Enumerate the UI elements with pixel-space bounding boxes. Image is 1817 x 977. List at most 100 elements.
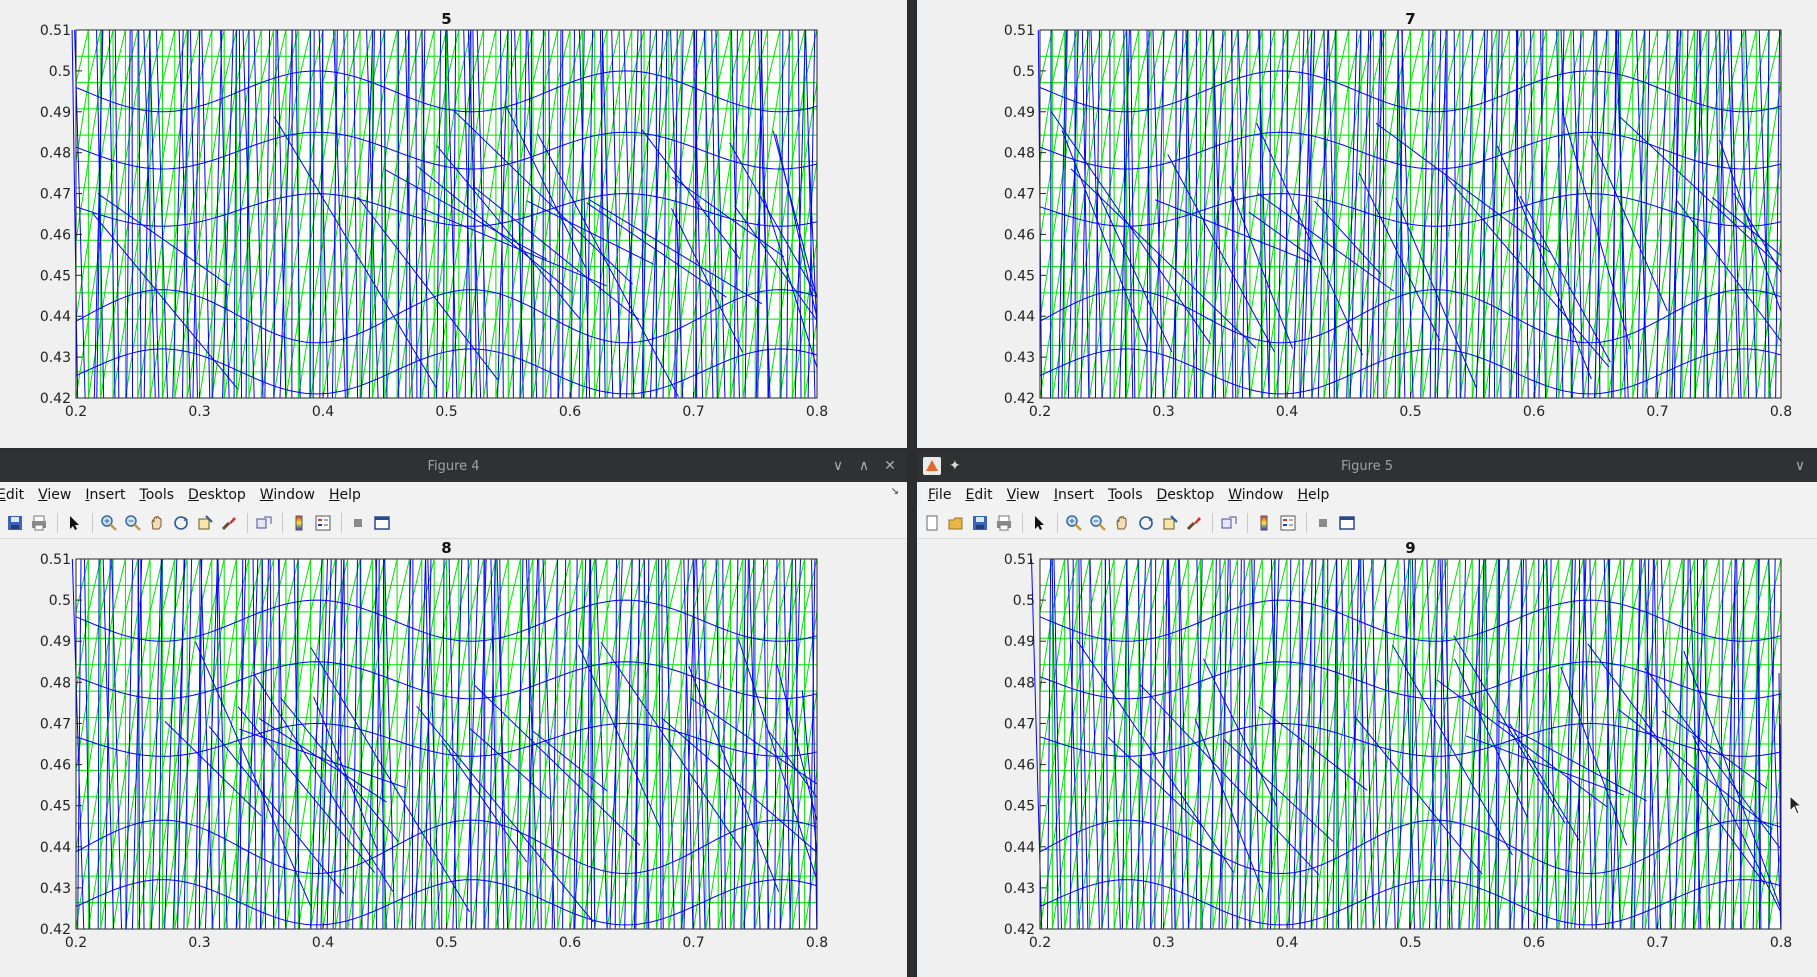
mesh-line	[161, 161, 176, 241]
menu-edit[interactable]: Edit	[965, 487, 993, 503]
mesh-line	[96, 29, 105, 399]
menu-window[interactable]: Window	[259, 487, 316, 503]
mesh-line	[310, 647, 470, 913]
zoom-out-icon[interactable]	[122, 512, 144, 534]
mesh-line	[557, 29, 571, 83]
mesh-line	[1051, 29, 1066, 83]
mesh-line	[1270, 558, 1276, 930]
legend-icon[interactable]	[312, 512, 334, 534]
minimize-icon[interactable]: ∨	[832, 458, 844, 474]
close-icon[interactable]: ✕	[884, 458, 896, 474]
menu-insert[interactable]: Insert	[85, 487, 126, 503]
mesh-line	[1160, 558, 1168, 930]
menu-view[interactable]: View	[1006, 487, 1040, 503]
menu-desktop[interactable]: Desktop	[188, 487, 246, 503]
mesh-line	[507, 29, 522, 83]
zoom-in-icon[interactable]	[98, 512, 120, 534]
mesh-line	[1261, 691, 1276, 771]
rotate-icon[interactable]	[170, 512, 192, 534]
save-icon[interactable]	[4, 512, 26, 534]
mesh-line	[347, 319, 361, 399]
menu-tools[interactable]: Tools	[139, 487, 175, 503]
data-cursor-icon[interactable]	[1159, 512, 1181, 534]
dock-icon[interactable]	[371, 512, 393, 534]
mesh-line	[1706, 240, 1720, 320]
axes-5[interactable]: 5 0.2 0.3 0.4 0.5 0.6 0.7 0.8 0.42 0.43 0.44 0.45 0…	[0, 0, 907, 448]
mesh-line	[1126, 558, 1134, 930]
menu-window[interactable]: Window	[1228, 487, 1284, 503]
new-figure-icon[interactable]	[921, 512, 943, 534]
menu-edit[interactable]: Edit	[0, 487, 25, 503]
mesh-line	[1538, 29, 1544, 399]
mesh-line	[1150, 691, 1164, 771]
y-tick-label: 0.48	[40, 675, 71, 691]
menu-insert[interactable]: Insert	[1053, 487, 1094, 503]
mesh-line	[655, 240, 670, 320]
data-cursor-icon[interactable]	[194, 512, 216, 534]
print-icon[interactable]	[28, 512, 50, 534]
mesh-line	[211, 849, 225, 930]
mesh-line	[433, 82, 447, 162]
mesh-line	[791, 319, 806, 399]
mesh-line	[347, 611, 361, 692]
pointer-icon[interactable]	[1028, 512, 1050, 534]
mesh-line	[520, 82, 534, 162]
mesh-line	[729, 142, 818, 297]
menu-help[interactable]: Help	[329, 487, 361, 503]
minimize-icon[interactable]: ∨	[1794, 458, 1806, 474]
axes-9[interactable]: 9 0.2 0.3 0.4 0.5 0.6 0.7 0.8 0.42 0.43 0.44 0.45 0…	[917, 539, 1817, 977]
mesh-line	[1138, 319, 1152, 399]
y-tick-label: 0.44	[40, 309, 71, 325]
brush-icon[interactable]	[1183, 512, 1205, 534]
mesh-line	[1078, 558, 1084, 930]
mesh-line	[1741, 29, 1750, 399]
pointer-icon[interactable]	[63, 512, 85, 534]
link-icon[interactable]	[1218, 512, 1240, 534]
mesh-line	[804, 82, 818, 162]
link-icon[interactable]	[253, 512, 275, 534]
brush-icon[interactable]	[218, 512, 240, 534]
print-icon[interactable]	[993, 512, 1015, 534]
mesh-line	[149, 558, 163, 612]
mesh-line	[1229, 558, 1233, 930]
menu-tools[interactable]: Tools	[1107, 487, 1143, 503]
pan-icon[interactable]	[1111, 512, 1133, 534]
pin-icon[interactable]: ✦	[949, 458, 961, 474]
mesh-line	[452, 558, 463, 930]
mesh-line	[1545, 161, 1560, 241]
save-icon[interactable]	[969, 512, 991, 534]
menu-file[interactable]: File	[928, 487, 952, 503]
axes-title: 9	[1405, 539, 1415, 557]
menu-help[interactable]: Help	[1297, 487, 1330, 503]
open-icon[interactable]	[945, 512, 967, 534]
figure-window-top-left: 5 0.2 0.3 0.4 0.5 0.6 0.7 0.8 0.42 0.43 0.44 0.45 0…	[0, 0, 907, 448]
colorbar-icon[interactable]	[288, 512, 310, 534]
menu-desktop[interactable]: Desktop	[1156, 487, 1215, 503]
window-titlebar[interactable]: Figure 4 ∨ ∧ ✕	[0, 452, 907, 482]
colorbar-icon[interactable]	[1253, 512, 1275, 534]
axes-8[interactable]: 8 0.2 0.3 0.4 0.5 0.6 0.7 0.8 0.42 0.43 0.44 0.45 0…	[0, 539, 907, 977]
maximize-icon[interactable]: ∧	[858, 458, 870, 474]
rotate-icon[interactable]	[1135, 512, 1157, 534]
mesh-line	[1644, 849, 1658, 930]
y-tick-label: 0.5	[49, 64, 71, 80]
zoom-out-icon[interactable]	[1087, 512, 1109, 534]
axes-7[interactable]: 7 0.2 0.3 0.4 0.5 0.6 0.7 0.8 0.42 0.43 0.44 0.45 0…	[917, 0, 1817, 448]
mesh-line	[1669, 770, 1683, 850]
hide-tools-icon[interactable]	[1312, 512, 1334, 534]
hide-tools-icon[interactable]	[347, 512, 369, 534]
dock-icon[interactable]	[1336, 512, 1358, 534]
mesh-line	[149, 29, 160, 399]
mesh-line	[359, 29, 373, 83]
mesh-line	[1743, 29, 1757, 83]
mesh-line	[519, 29, 527, 399]
dock-arrow-icon[interactable]: ↘	[890, 486, 899, 497]
menu-view[interactable]: View	[38, 487, 72, 503]
mesh-line	[705, 82, 719, 162]
mesh-line	[1150, 240, 1164, 320]
window-titlebar[interactable]: ✦ Figure 5 ∨	[917, 452, 1817, 482]
legend-icon[interactable]	[1277, 512, 1299, 534]
pan-icon[interactable]	[146, 512, 168, 534]
zoom-in-icon[interactable]	[1063, 512, 1085, 534]
mesh-line	[1274, 558, 1288, 612]
